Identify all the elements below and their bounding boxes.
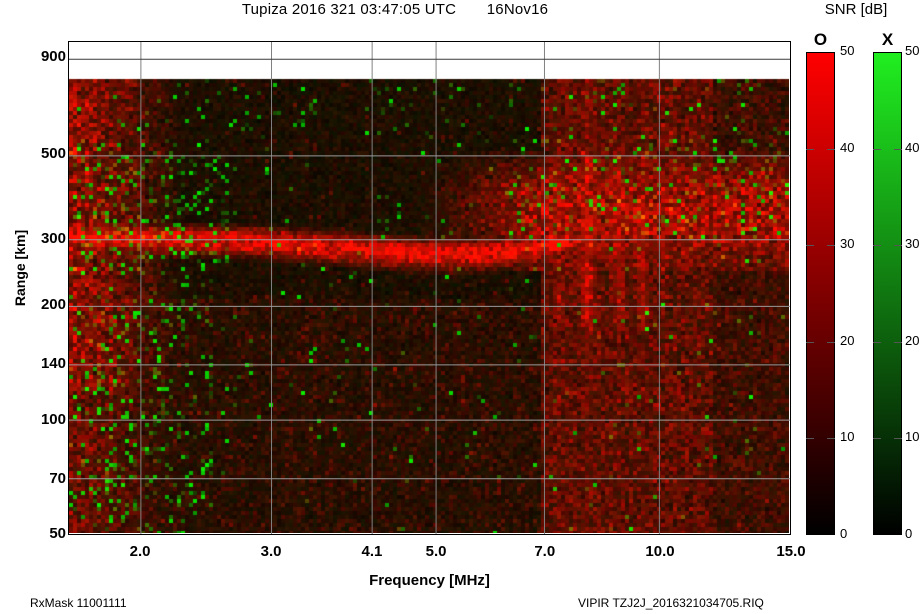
colorbar-o-mode [806, 52, 835, 535]
y-axis-label: Range [km] [12, 229, 28, 307]
ionogram-canvas [69, 42, 789, 533]
footer-rxmask: RxMask 11001111 [30, 596, 127, 610]
x-tick-label: 3.0 [260, 543, 282, 560]
colorbar-o-symbol: O [813, 30, 828, 49]
x-tick-label: 2.0 [129, 543, 151, 560]
y-tick-label: 900 [40, 48, 66, 66]
colorbar-tick-label: 50 [905, 43, 920, 58]
footer-source-file: VIPIR TZJ2J_2016321034705.RIQ [578, 596, 764, 610]
y-tick-label: 100 [40, 410, 66, 428]
colorbar-x-symbol: X [881, 30, 894, 49]
colorbar-tick-label: 40 [840, 139, 855, 155]
y-tick-label: 300 [40, 229, 66, 247]
colorbar-tick-label: 10 [840, 429, 855, 445]
page-title: Tupiza 2016 321 03:47:05 UTC 16Nov16 [241, 1, 549, 18]
x-tick-label: 15.0 [776, 543, 806, 560]
colorbar-x-mode [873, 52, 902, 535]
x-axis-ticks: 2.0 3.0 4.1 5.0 7.0 10.0 15.0 [0, 543, 922, 565]
colorbar-tick-label: 30 [840, 236, 855, 252]
x-tick-label: 7.0 [534, 543, 556, 560]
colorbar-tick-label: 30 [905, 236, 920, 252]
x-tick-label: 5.0 [425, 543, 447, 560]
y-tick-label: 140 [40, 355, 66, 373]
colorbar-tick-label: 0 [905, 526, 913, 541]
colorbar-tick-label: 0 [840, 526, 848, 541]
ionogram-plot[interactable] [68, 41, 791, 535]
y-tick-label: 200 [40, 296, 66, 314]
y-axis-ticks: 900 500 300 200 140 100 70 50 [12, 0, 66, 614]
colorbar-tick-label: 50 [840, 43, 855, 58]
x-axis-label: Frequency [MHz] [369, 572, 490, 589]
colorbar-tick-label: 40 [905, 139, 920, 155]
y-tick-label: 70 [49, 469, 66, 487]
colorbar-tick-label: 20 [905, 332, 920, 348]
colorbar-tick-label: 20 [840, 332, 855, 348]
y-tick-label: 50 [49, 525, 66, 542]
x-tick-label: 10.0 [645, 543, 675, 560]
colorbar-title: SNR [dB] [824, 1, 888, 18]
y-tick-label: 500 [40, 145, 66, 163]
x-tick-label: 4.1 [361, 543, 383, 560]
colorbar-tick-label: 10 [905, 429, 920, 445]
